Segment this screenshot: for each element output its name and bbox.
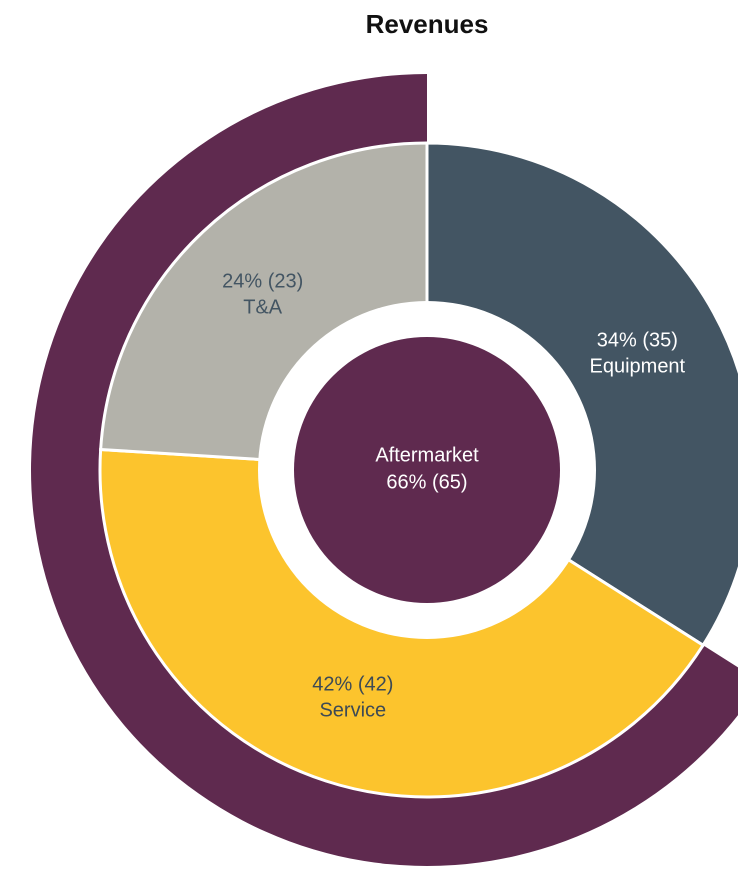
aftermarket-value-label: 66% (65)	[386, 471, 467, 493]
aftermarket-center	[294, 337, 560, 603]
chart-title: Revenues	[366, 9, 489, 39]
slice-value-label: 42% (42)	[312, 674, 393, 696]
slice-category-label: Equipment	[590, 356, 686, 378]
slice-value-label: 34% (35)	[597, 330, 678, 352]
slice-category-label: Service	[319, 700, 386, 722]
aftermarket-label: Aftermarket	[375, 444, 479, 466]
slice-category-label: T&A	[243, 296, 283, 318]
slice-value-label: 24% (23)	[222, 270, 303, 292]
slice	[424, 141, 738, 648]
